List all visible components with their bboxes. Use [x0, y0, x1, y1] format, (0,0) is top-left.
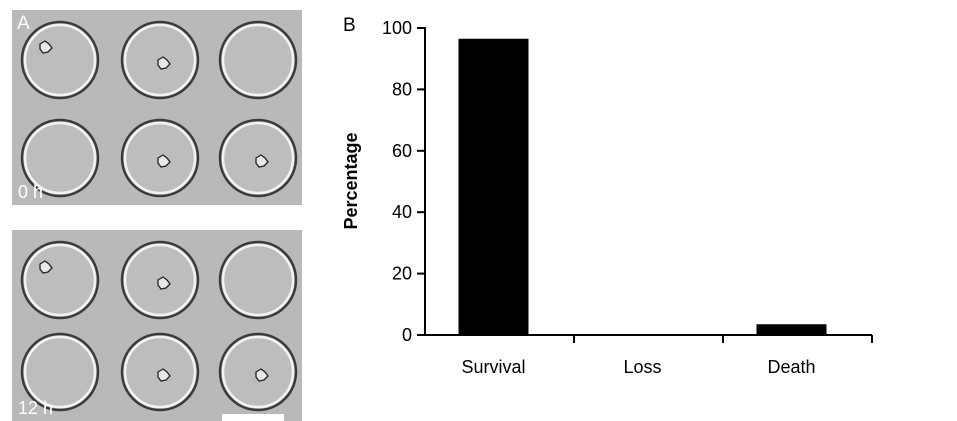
micrograph-0h: A 0 h: [12, 10, 302, 205]
y-tick-label: 40: [392, 202, 412, 222]
bar-death: [756, 324, 827, 335]
cell: [255, 154, 269, 168]
microwell: [20, 118, 100, 198]
wells-grid-12h: [20, 240, 298, 412]
cell: [39, 40, 53, 54]
microwell: [20, 20, 100, 100]
microwell: [20, 332, 100, 412]
microwell: [120, 20, 200, 100]
wells-grid-0h: [20, 20, 298, 198]
percentage-bar-chart: Percentage 0 20 40 60 80 100 Survival Loss Death: [341, 18, 873, 377]
cell: [157, 56, 171, 70]
y-tick-label: 80: [392, 79, 412, 99]
cell: [157, 154, 171, 168]
microwell: [120, 332, 200, 412]
microwell: [20, 240, 100, 320]
bar-survival: [458, 38, 529, 336]
x-tick-label: Death: [767, 357, 815, 377]
micrograph-12h: 12 h: [12, 230, 302, 421]
microwell: [218, 240, 298, 320]
cell: [255, 368, 269, 382]
x-tick-label: Survival: [461, 357, 525, 377]
cell: [157, 276, 171, 290]
y-tick-label: 60: [392, 141, 412, 161]
x-tick-label: Loss: [623, 357, 661, 377]
microwell: [120, 240, 200, 320]
microwell: [120, 118, 200, 198]
panel-b-letter: B: [343, 15, 356, 36]
scale-bar: [222, 414, 284, 421]
y-axis-label: Percentage: [341, 132, 361, 229]
microwell: [218, 20, 298, 100]
y-tick-label: 20: [392, 264, 412, 284]
microwell: [218, 118, 298, 198]
panel-a-letter: A: [17, 13, 30, 34]
cell: [39, 260, 53, 274]
y-tick-label: 0: [402, 325, 412, 345]
y-tick-label: 100: [382, 18, 412, 38]
time-label-0h: 0 h: [18, 182, 44, 202]
time-label-12h: 12 h: [18, 398, 54, 418]
microwell: [218, 332, 298, 412]
cell: [157, 368, 171, 382]
